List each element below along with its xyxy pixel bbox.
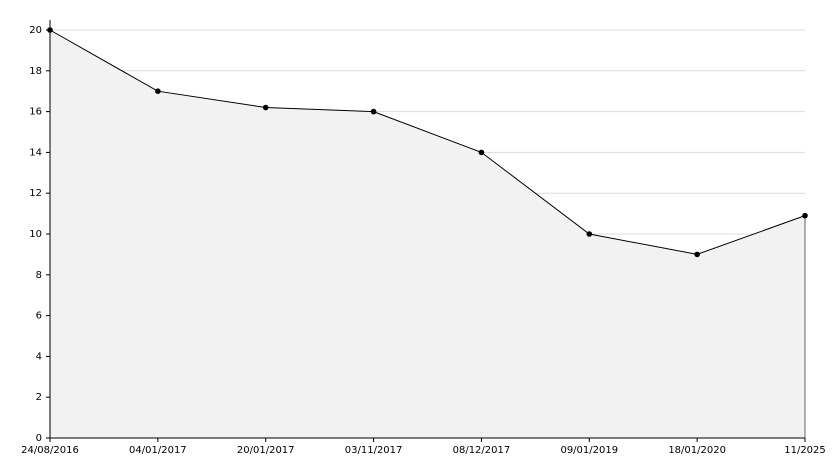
y-tick-label: 10 [29, 229, 42, 240]
line [49, 29, 806, 255]
x-tick-label: 09/01/2019 [560, 445, 618, 456]
y-tick-label: 18 [29, 66, 42, 77]
x-tick-label: 03/11/2017 [345, 445, 403, 456]
marker [155, 88, 161, 94]
x-tick-label: 18/01/2020 [668, 445, 726, 456]
x-tick-label: 11/2025 [784, 445, 826, 456]
x-tick-label: 20/01/2017 [237, 445, 295, 456]
marker [802, 212, 808, 219]
marker [586, 231, 593, 237]
marker [262, 104, 269, 111]
x-tick-label: 04/01/2017 [129, 445, 187, 456]
y-tick-label: 16 [29, 107, 42, 118]
y-tick-label: 2 [36, 392, 42, 403]
x-tick-label: 08/12/2017 [453, 445, 511, 456]
y-tick-label: 14 [29, 147, 42, 158]
x-tick-label: 24/08/2016 [21, 445, 79, 456]
y-tick-label: 0 [36, 433, 42, 444]
marker [694, 251, 700, 258]
y-tick-label: 4 [36, 351, 42, 362]
y-tick-label: 20 [29, 25, 42, 36]
y-tick-label: 6 [36, 311, 42, 322]
marker [370, 108, 377, 115]
y-tick-label: 8 [36, 270, 42, 281]
marker [478, 149, 485, 156]
area [50, 30, 805, 438]
y-tick-label: 12 [29, 188, 42, 199]
